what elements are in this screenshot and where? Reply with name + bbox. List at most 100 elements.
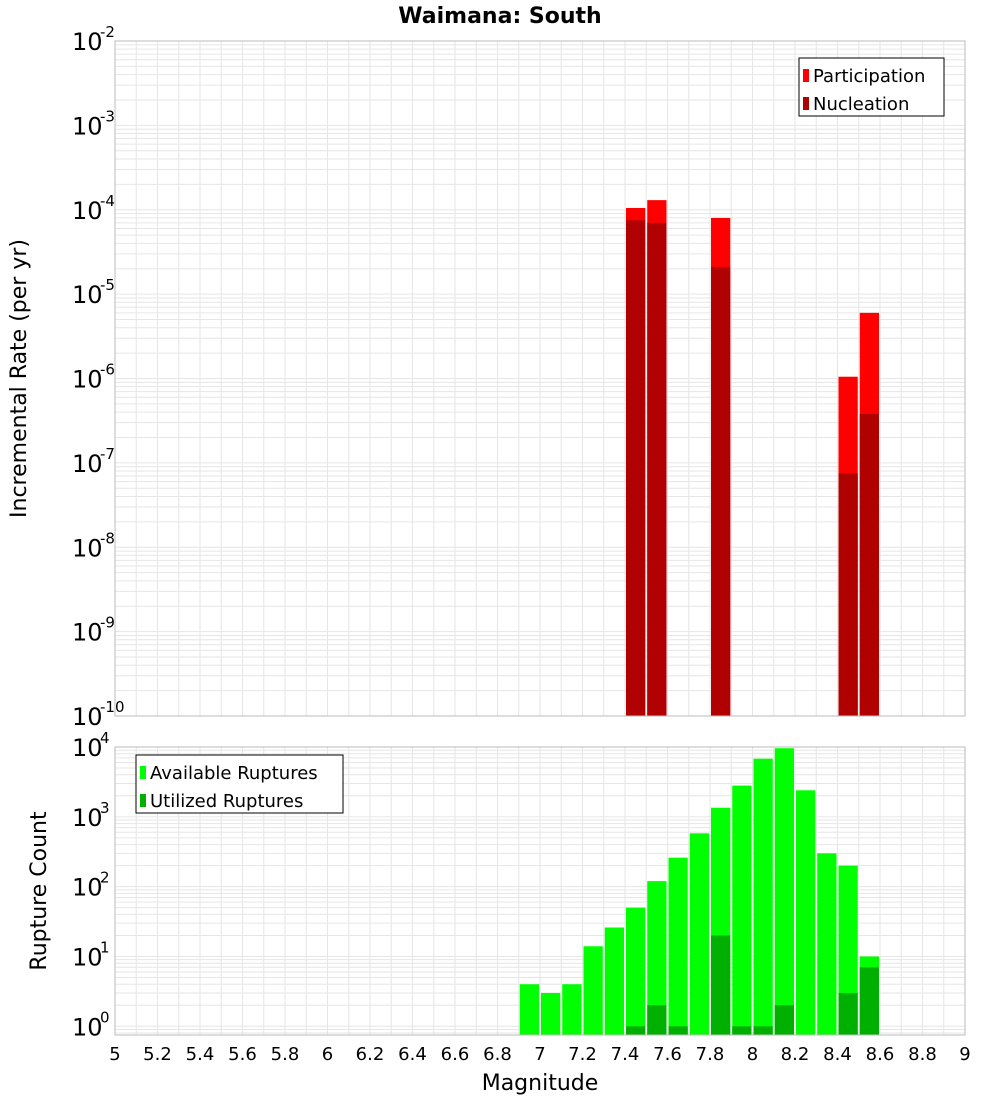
utilized-ruptures-bar xyxy=(732,1026,752,1035)
x-tick-label: 7.4 xyxy=(611,1044,640,1065)
utilized-ruptures-bar xyxy=(711,935,731,1035)
chart-title: Waimana: South xyxy=(398,4,601,29)
available-ruptures-bar xyxy=(626,907,646,1035)
available-ruptures-bar xyxy=(541,992,561,1035)
y-tick-label: 100 xyxy=(72,1008,110,1041)
y-tick-base: 10 xyxy=(72,1013,103,1041)
y-tick-base: 10 xyxy=(72,943,103,971)
x-tick-label: 7 xyxy=(534,1044,545,1065)
x-tick-label: 5.4 xyxy=(186,1044,215,1065)
y-tick-exponent: 3 xyxy=(100,799,110,817)
rate-panel: 10-210-310-410-510-610-710-810-910-10 In… xyxy=(7,23,966,731)
y-tick-base: 10 xyxy=(72,112,103,140)
x-tick-labels: 5 5.2 5.4 5.6 5.8 6 6.2 6.4 6.6 6.8 7 7.2 7.4 7.6 7.8 8… xyxy=(109,1044,970,1065)
rate-grid xyxy=(114,40,966,717)
y-tick-base: 10 xyxy=(72,874,103,902)
y-tick-exponent: 2 xyxy=(100,869,110,887)
x-tick-label: 7.6 xyxy=(653,1044,682,1065)
count-legend: Available Ruptures Utilized Ruptures xyxy=(135,754,344,814)
y-tick-label: 10-2 xyxy=(72,23,115,56)
y-tick-base: 10 xyxy=(72,366,103,394)
y-tick-base: 10 xyxy=(72,450,103,478)
available-ruptures-bar xyxy=(796,790,816,1035)
available-ruptures-bar xyxy=(604,927,624,1035)
count-y-axis-label: Rupture Count xyxy=(27,811,52,971)
legend-utilized-ruptures-swatch xyxy=(140,794,146,807)
x-tick-label: 6.2 xyxy=(356,1044,385,1065)
rate-plot-frame xyxy=(114,40,966,717)
nucleation-bar xyxy=(711,266,731,716)
x-tick-label: 5.2 xyxy=(143,1044,172,1065)
y-tick-base: 10 xyxy=(72,281,103,309)
y-tick-exponent: -8 xyxy=(100,529,115,547)
available-ruptures-bar xyxy=(817,853,837,1035)
y-tick-label: 101 xyxy=(72,938,110,971)
x-tick-label: 8.6 xyxy=(866,1044,895,1065)
x-tick-label: 6 xyxy=(322,1044,333,1065)
available-ruptures-bar xyxy=(647,881,667,1035)
count-grid xyxy=(114,746,966,1035)
available-ruptures-bar xyxy=(689,833,709,1035)
y-tick-exponent: -7 xyxy=(100,445,115,463)
count-plot-frame xyxy=(114,746,966,1036)
available-ruptures-bar xyxy=(519,984,539,1035)
legend-available-ruptures-swatch xyxy=(140,766,146,779)
utilized-ruptures-bar xyxy=(647,1005,667,1035)
utilized-ruptures-bar xyxy=(626,1026,646,1035)
x-tick-label: 8.4 xyxy=(823,1044,852,1065)
y-tick-base: 10 xyxy=(72,734,103,762)
legend-nucleation-label: Nucleation xyxy=(813,94,909,115)
x-tick-label: 8 xyxy=(747,1044,758,1065)
x-tick-label: 5.6 xyxy=(228,1044,257,1065)
y-tick-label: 103 xyxy=(72,799,110,832)
legend-utilized-ruptures-label: Utilized Ruptures xyxy=(150,791,303,812)
utilized-ruptures-bar xyxy=(859,967,879,1035)
rate-legend: Participation Nucleation xyxy=(798,57,945,117)
rate-y-axis-label: Incremental Rate (per yr) xyxy=(7,239,32,518)
y-tick-exponent: -9 xyxy=(100,614,115,632)
available-ruptures-bar xyxy=(774,748,794,1035)
x-tick-label: 7.8 xyxy=(696,1044,725,1065)
utilized-ruptures-bar xyxy=(774,1005,794,1035)
rate-y-ticks: 10-210-310-410-510-610-710-810-910-10 xyxy=(72,23,125,731)
y-tick-base: 10 xyxy=(72,804,103,832)
x-tick-label: 6.4 xyxy=(398,1044,427,1065)
y-tick-label: 10-9 xyxy=(72,614,115,647)
y-tick-label: 104 xyxy=(72,729,110,762)
legend-available-ruptures-label: Available Ruptures xyxy=(150,763,318,784)
nucleation-bar xyxy=(626,220,646,717)
x-tick-label: 8.2 xyxy=(781,1044,810,1065)
utilized-ruptures-bar xyxy=(838,992,858,1035)
nucleation-bar xyxy=(859,413,879,716)
nucleation-bar xyxy=(838,473,858,716)
y-tick-exponent: -10 xyxy=(100,698,125,716)
utilized-ruptures-bar xyxy=(753,1026,773,1035)
y-tick-exponent: 1 xyxy=(100,938,110,956)
x-tick-label: 5 xyxy=(109,1044,120,1065)
y-tick-label: 10-5 xyxy=(72,276,115,309)
rate-bars xyxy=(626,200,879,717)
available-ruptures-bar xyxy=(583,946,603,1035)
y-tick-exponent: -4 xyxy=(100,192,115,210)
y-tick-exponent: -3 xyxy=(100,107,115,125)
x-axis-label: Magnitude xyxy=(482,1071,599,1096)
y-tick-label: 102 xyxy=(72,869,110,902)
y-tick-label: 10-3 xyxy=(72,107,115,140)
y-tick-base: 10 xyxy=(72,28,103,56)
y-tick-base: 10 xyxy=(72,534,103,562)
legend-box xyxy=(798,57,945,117)
utilized-ruptures-bar xyxy=(668,1026,688,1035)
y-tick-exponent: -2 xyxy=(100,23,115,41)
available-ruptures-bar xyxy=(838,865,858,1035)
y-tick-label: 10-4 xyxy=(72,192,115,225)
y-tick-label: 10-10 xyxy=(72,698,125,731)
x-tick-label: 6.6 xyxy=(441,1044,470,1065)
x-tick-label: 5.8 xyxy=(271,1044,300,1065)
y-tick-exponent: 0 xyxy=(100,1008,110,1026)
y-tick-label: 10-6 xyxy=(72,361,115,394)
available-ruptures-bar xyxy=(732,785,752,1035)
y-tick-label: 10-7 xyxy=(72,445,115,478)
